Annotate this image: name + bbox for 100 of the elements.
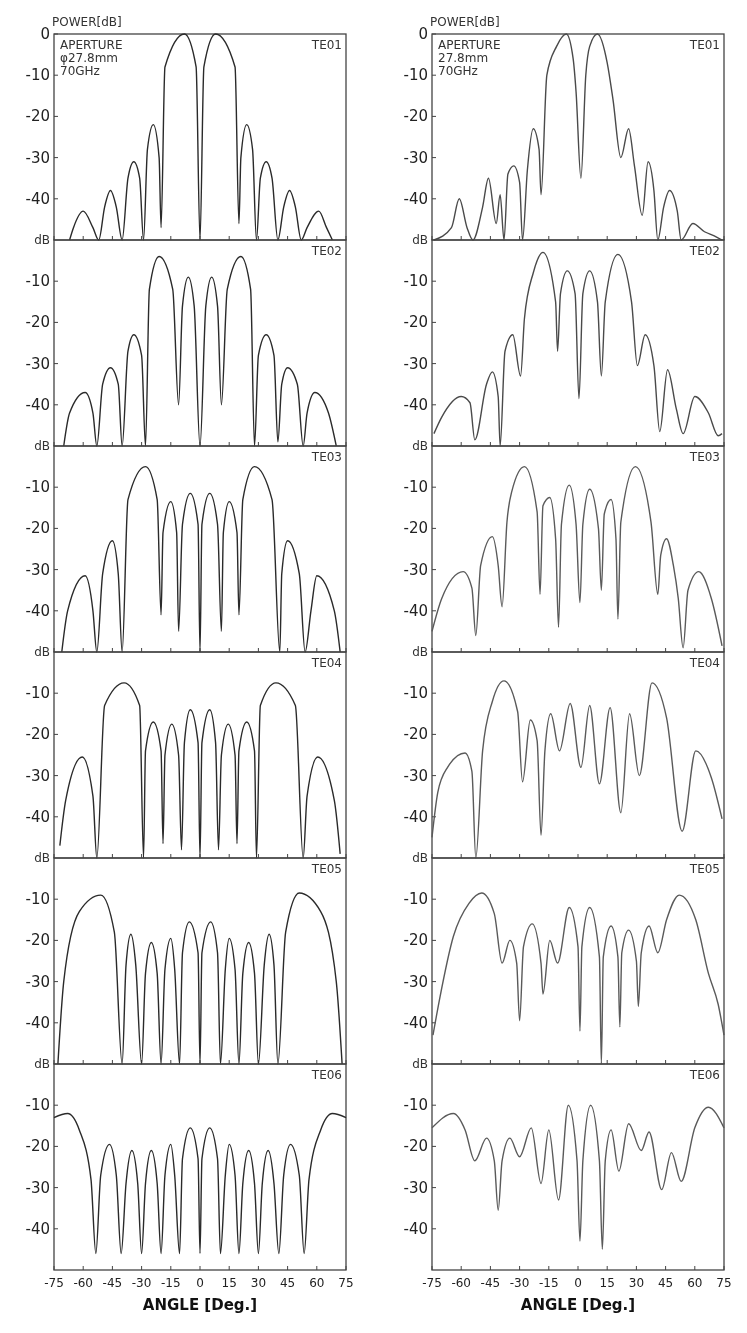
y-axis-title: dB	[34, 232, 50, 247]
x-tick-label: -15	[539, 1276, 559, 1290]
y-tick-label: -30	[403, 560, 428, 579]
y-tick-label: -20	[403, 107, 428, 126]
line-series	[63, 255, 337, 447]
y-tick-label: -20	[403, 931, 428, 950]
y-tick-label: -30	[403, 148, 428, 167]
y-tick-label: -20	[25, 725, 50, 744]
y-axis-title: dB	[34, 644, 50, 659]
y-tick-label: -10	[403, 478, 428, 497]
y-tick-label: -20	[25, 519, 50, 538]
y-tick-label: -10	[25, 890, 50, 909]
x-tick-label: 30	[250, 1276, 267, 1290]
y-tick-label: -10	[403, 66, 428, 85]
y-axis-title: dB	[412, 1056, 428, 1071]
chart-title: TE05	[310, 862, 342, 876]
x-tick-label: -30	[131, 1276, 152, 1290]
chart-title: TE04	[310, 656, 342, 670]
chart-title: TE03	[688, 450, 720, 464]
y-tick-label: -30	[403, 354, 428, 373]
x-axis-title: ANGLE [Deg.]	[142, 1296, 258, 1314]
y-tick-label: -10	[403, 1096, 428, 1115]
x-tick-label: -45	[102, 1276, 123, 1290]
y-tick-label: -40	[25, 1013, 50, 1032]
y-tick-label: -10	[403, 272, 428, 291]
line-series	[57, 892, 343, 1065]
x-tick-label: 30	[628, 1276, 645, 1290]
x-tick-label: -60	[451, 1276, 471, 1290]
y-tick-label: -40	[25, 395, 50, 414]
line-series	[431, 680, 723, 859]
annotation: 70GHz	[438, 64, 478, 78]
line-series	[432, 892, 725, 1065]
x-tick-label: 75	[716, 1276, 732, 1290]
annotation: φ27.8mm	[60, 51, 119, 65]
y-tick-label: -20	[25, 931, 50, 950]
y-tick-label: -40	[403, 1219, 428, 1238]
y-tick-label: -10	[25, 478, 50, 497]
y-tick-label: -40	[25, 189, 50, 208]
x-tick-label: -75	[44, 1276, 64, 1290]
chart-title: TE03	[310, 450, 342, 464]
chart-title: TE02	[688, 244, 720, 258]
y-tick-label: -30	[403, 766, 428, 785]
y-tick-label: -30	[403, 972, 428, 991]
y-axis-title: dB	[412, 232, 428, 247]
y-tick-label: -40	[403, 601, 428, 620]
x-axis-title: ANGLE [Deg.]	[520, 1296, 636, 1314]
y-tick-label: -30	[403, 1178, 428, 1197]
chart-title: TE06	[688, 1068, 720, 1082]
x-tick-label: 60	[687, 1276, 703, 1290]
y-tick-label: -30	[25, 148, 50, 167]
y-tick-label: -30	[25, 560, 50, 579]
y-tick-label: -40	[403, 395, 428, 414]
y-tick-label: -10	[25, 66, 50, 85]
line-series	[59, 682, 341, 859]
y-tick-label: -10	[403, 890, 428, 909]
chart-title: TE01	[310, 38, 342, 52]
x-tick-label: 0	[574, 1276, 582, 1290]
y-tick-label: -40	[25, 601, 50, 620]
x-tick-label: 75	[338, 1276, 354, 1290]
y-tick-label: -40	[25, 807, 50, 826]
y-tick-label: -30	[25, 972, 50, 991]
chart-title: TE06	[310, 1068, 342, 1082]
y-tick-label: -20	[403, 519, 428, 538]
x-tick-label: -30	[509, 1276, 530, 1290]
chart-title: TE04	[688, 656, 720, 670]
x-tick-label: 45	[279, 1276, 296, 1290]
x-tick-label: 15	[221, 1276, 237, 1290]
y-axis-title: POWER[dB]	[52, 15, 122, 29]
annotation: 27.8mm	[438, 51, 489, 65]
y-axis-title: dB	[34, 438, 50, 453]
y-tick-label: -20	[25, 313, 50, 332]
y-tick-label: -20	[403, 1137, 428, 1156]
chart-title: TE02	[310, 244, 342, 258]
y-tick-label: -40	[25, 1219, 50, 1238]
y-tick-label: -10	[25, 272, 50, 291]
y-tick-label: -10	[25, 684, 50, 703]
y-tick-label: -30	[25, 1178, 50, 1197]
y-tick-label: -40	[403, 807, 428, 826]
line-series	[431, 1104, 725, 1251]
annotation: APERTURE	[438, 38, 501, 52]
y-tick-label: -20	[403, 725, 428, 744]
chart-title: TE01	[688, 38, 720, 52]
y-axis-title: dB	[412, 850, 428, 865]
annotation: APERTURE	[60, 38, 123, 52]
y-axis-title: dB	[412, 438, 428, 453]
y-axis-title: dB	[34, 850, 50, 865]
y-tick-label: -40	[403, 1013, 428, 1032]
annotation: 70GHz	[60, 64, 100, 78]
line-series	[61, 465, 341, 653]
y-tick-label: -30	[25, 354, 50, 373]
x-tick-label: -75	[422, 1276, 442, 1290]
chart-title: TE05	[688, 862, 720, 876]
x-tick-label: 60	[309, 1276, 325, 1290]
y-tick-label: -20	[25, 107, 50, 126]
y-tick-label: 0	[40, 25, 50, 43]
x-tick-label: -60	[73, 1276, 93, 1290]
y-axis-title: POWER[dB]	[430, 15, 500, 29]
y-axis-title: dB	[412, 644, 428, 659]
y-tick-label: -10	[403, 684, 428, 703]
line-series	[431, 465, 723, 649]
